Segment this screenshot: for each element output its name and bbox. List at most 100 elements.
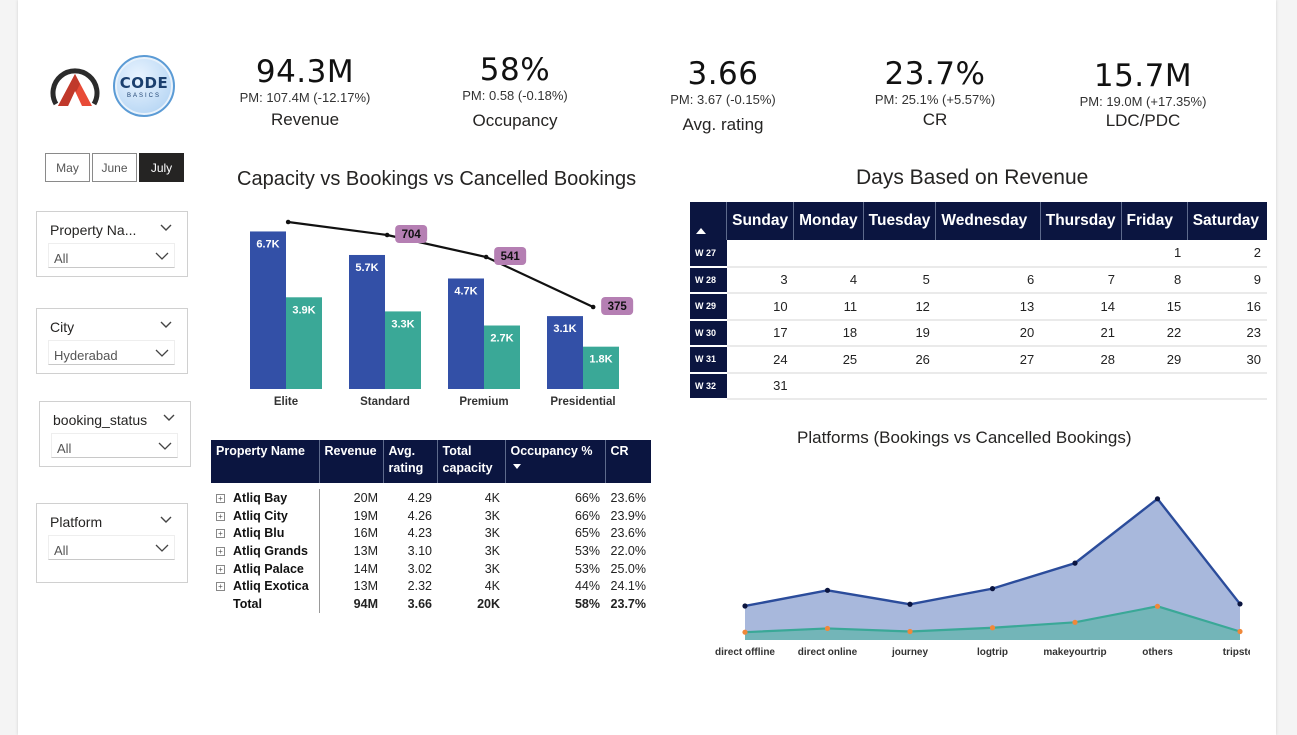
expand-icon[interactable]: +	[216, 529, 225, 539]
chevron-down-icon[interactable]	[159, 220, 173, 234]
cancelled-bookings-point[interactable]	[1237, 628, 1243, 635]
capacity-bar[interactable]	[349, 254, 385, 389]
expand-icon[interactable]: +	[216, 582, 225, 592]
calendar-day-cell[interactable]: 17	[726, 319, 794, 347]
calendar-day-cell[interactable]: 23	[1187, 319, 1267, 347]
calendar-day-cell[interactable]	[1040, 240, 1121, 268]
capacity-bar[interactable]	[547, 316, 583, 389]
table-row[interactable]: + Atliq Grands 13M 3.10 3K 53% 22.0%	[211, 542, 651, 560]
calendar-day-cell[interactable]	[793, 372, 864, 400]
calendar-day-cell[interactable]: 1	[1121, 240, 1188, 268]
cancelled-bookings-point[interactable]	[285, 219, 291, 225]
city-dropdown[interactable]: Hyderabad	[48, 340, 175, 365]
month-button-june[interactable]: June	[92, 153, 137, 182]
bookings-point[interactable]	[1154, 496, 1161, 502]
calendar-day-header[interactable]: Tuesday	[863, 202, 937, 240]
calendar-day-cell[interactable]: 18	[793, 319, 864, 347]
calendar-day-cell[interactable]: 2	[1187, 240, 1267, 268]
bookings-point[interactable]	[907, 601, 913, 607]
bookings-point[interactable]	[989, 586, 996, 592]
calendar-day-cell[interactable]: 6	[935, 266, 1041, 294]
bookings-bar[interactable]	[286, 297, 322, 389]
calendar-day-cell[interactable]: 13	[935, 293, 1041, 321]
cancelled-bookings-point[interactable]	[907, 628, 913, 635]
calendar-day-cell[interactable]: 5	[863, 266, 936, 294]
table-row[interactable]: + Atliq Palace 14M 3.02 3K 53% 25.0%	[211, 559, 651, 578]
calendar-day-cell[interactable]: 16	[1187, 293, 1267, 321]
calendar-day-cell[interactable]	[793, 240, 864, 268]
column-header-rating[interactable]: Avg. rating	[383, 440, 438, 483]
chevron-down-icon[interactable]	[159, 512, 173, 526]
bookings-bar[interactable]	[385, 311, 421, 389]
bookings-point[interactable]	[824, 587, 831, 593]
expand-icon[interactable]: +	[216, 493, 225, 503]
calendar-day-header[interactable]: Friday	[1121, 202, 1188, 240]
calendar-day-cell[interactable]	[1040, 372, 1121, 400]
calendar-corner[interactable]	[690, 202, 728, 240]
calendar-day-cell[interactable]: 12	[863, 293, 936, 321]
calendar-day-cell[interactable]	[1121, 372, 1188, 400]
calendar-day-cell[interactable]: 27	[935, 346, 1041, 374]
calendar-day-cell[interactable]: 28	[1040, 346, 1121, 374]
expand-icon[interactable]: +	[216, 564, 225, 574]
calendar-day-header[interactable]: Sunday	[726, 202, 795, 240]
platform-dropdown[interactable]: All	[48, 535, 175, 560]
calendar-day-cell[interactable]: 19	[863, 319, 936, 347]
table-row[interactable]: + Atliq Blu 16M 4.23 3K 65% 23.6%	[211, 524, 651, 543]
calendar-day-cell[interactable]: 4	[793, 266, 864, 294]
cancelled-bookings-point[interactable]	[590, 304, 596, 310]
capacity-bar[interactable]	[250, 231, 286, 389]
calendar-day-cell[interactable]: 31	[726, 372, 794, 400]
calendar-day-cell[interactable]: 20	[935, 319, 1041, 347]
booking-status-dropdown[interactable]: All	[51, 433, 178, 458]
cancelled-bookings-point[interactable]	[824, 625, 831, 632]
calendar-day-cell[interactable]: 22	[1121, 319, 1188, 347]
calendar-day-cell[interactable]	[863, 240, 936, 268]
table-row[interactable]: + Atliq Bay 20M 4.29 4K 66% 23.6%	[211, 489, 651, 507]
calendar-day-cell[interactable]: 24	[726, 346, 794, 374]
calendar-day-cell[interactable]: 29	[1121, 346, 1188, 374]
calendar-day-cell[interactable]	[935, 240, 1041, 268]
column-header-cr[interactable]: CR	[605, 440, 651, 483]
expand-icon[interactable]: +	[216, 511, 225, 521]
calendar-day-cell[interactable]: 30	[1187, 346, 1267, 374]
calendar-day-cell[interactable]: 3	[726, 266, 794, 294]
calendar-day-header[interactable]: Monday	[793, 202, 864, 240]
cancelled-bookings-point[interactable]	[483, 254, 489, 260]
cancelled-bookings-point[interactable]	[1154, 603, 1161, 609]
calendar-day-cell[interactable]	[1187, 372, 1267, 400]
cancelled-bookings-point[interactable]	[989, 625, 996, 631]
calendar-day-cell[interactable]: 10	[726, 293, 794, 321]
cancelled-bookings-point[interactable]	[1072, 619, 1078, 625]
chevron-down-icon[interactable]	[162, 410, 176, 424]
calendar-day-cell[interactable]: 9	[1187, 266, 1267, 294]
column-header-property[interactable]: Property Name	[211, 440, 320, 483]
calendar-day-cell[interactable]: 21	[1040, 319, 1121, 347]
month-button-may[interactable]: May	[45, 153, 90, 182]
calendar-day-header[interactable]: Wednesday	[935, 202, 1041, 240]
calendar-day-cell[interactable]: 11	[793, 293, 864, 321]
bookings-point[interactable]	[1072, 560, 1078, 566]
column-header-revenue[interactable]: Revenue	[319, 440, 384, 483]
table-row[interactable]: + Atliq Exotica 13M 2.32 4K 44% 24.1%	[211, 577, 651, 596]
column-header-occupancy[interactable]: Occupancy %	[505, 440, 606, 483]
chevron-down-icon[interactable]	[159, 317, 173, 331]
calendar-day-cell[interactable]: 7	[1040, 266, 1121, 294]
calendar-day-cell[interactable]: 25	[793, 346, 864, 374]
column-header-capacity[interactable]: Total capacity	[437, 440, 506, 483]
calendar-day-cell[interactable]: 8	[1121, 266, 1188, 294]
calendar-day-header[interactable]: Saturday	[1187, 202, 1267, 240]
bookings-point[interactable]	[1237, 601, 1243, 607]
calendar-day-cell[interactable]	[935, 372, 1041, 400]
bookings-bar[interactable]	[583, 346, 619, 389]
capacity-bar[interactable]	[448, 278, 484, 389]
property-name-dropdown[interactable]: All	[48, 243, 175, 268]
month-button-july[interactable]: July	[139, 153, 184, 182]
cancelled-bookings-point[interactable]	[384, 232, 390, 238]
calendar-day-cell[interactable]	[726, 240, 794, 268]
table-row[interactable]: + Atliq City 19M 4.26 3K 66% 23.9%	[211, 506, 651, 525]
calendar-day-cell[interactable]: 14	[1040, 293, 1121, 321]
calendar-day-cell[interactable]	[863, 372, 936, 400]
expand-icon[interactable]: +	[216, 546, 225, 556]
calendar-day-header[interactable]: Thursday	[1040, 202, 1122, 240]
